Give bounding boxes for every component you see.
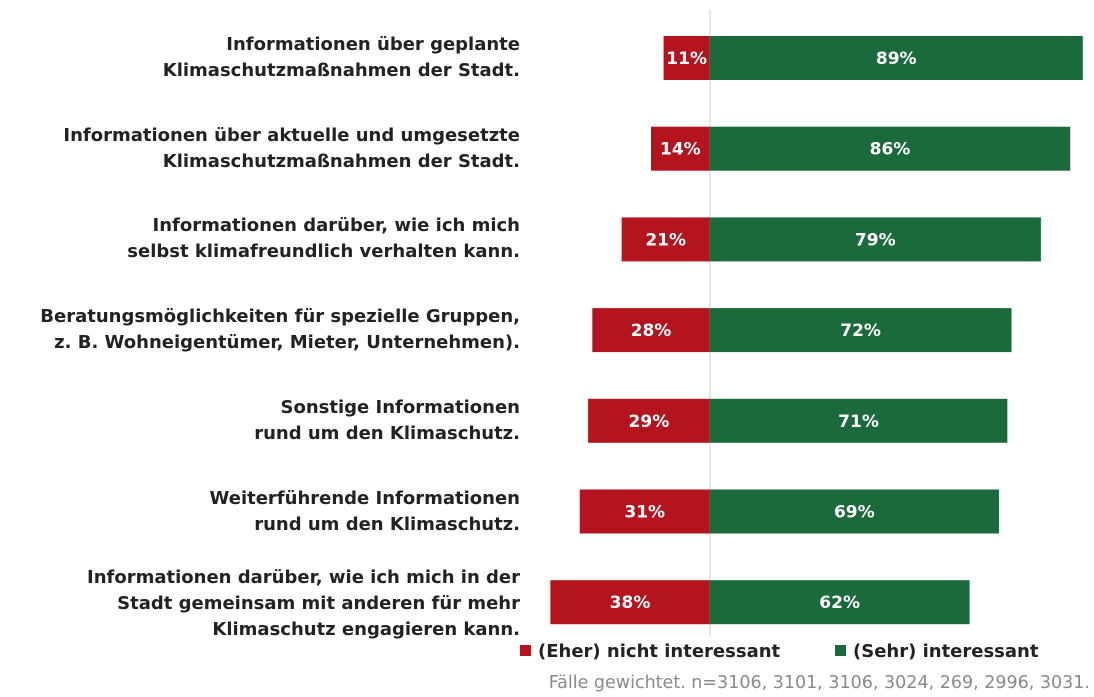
bar — [709, 217, 1041, 262]
legend-label: (Eher) nicht interessant — [538, 641, 781, 662]
value-label: 89% — [876, 49, 917, 69]
category-label: Weiterführende Informationen rund um den… — [209, 487, 520, 535]
category-label: Informationen über geplante Klimaschutzm… — [162, 34, 520, 81]
value-label: 31% — [624, 503, 665, 523]
bar — [579, 489, 710, 534]
category-label: Informationen über aktuelle und umgesetz… — [63, 124, 520, 172]
bar — [709, 126, 1071, 171]
value-label: 79% — [855, 230, 896, 250]
legend-swatch — [520, 645, 531, 656]
footnote: Fälle gewichtet. n=3106, 3101, 3106, 302… — [549, 673, 1090, 693]
value-label: 69% — [834, 503, 875, 523]
category-label: Beratungsmöglichkeiten für spezielle Gru… — [40, 306, 520, 354]
bar — [709, 398, 1008, 443]
legend-label: (Sehr) interessant — [853, 641, 1039, 662]
bar — [588, 398, 710, 443]
value-label: 21% — [645, 230, 686, 250]
value-label: 11% — [666, 49, 707, 69]
value-label: 38% — [610, 593, 651, 613]
value-label: 62% — [819, 593, 860, 613]
value-label: 29% — [629, 412, 670, 432]
value-label: 86% — [870, 140, 911, 160]
value-label: 28% — [631, 321, 672, 341]
bar — [550, 580, 710, 625]
bar — [709, 489, 999, 534]
category-label: Informationen darüber, wie ich mich selb… — [127, 215, 520, 263]
legend-swatch — [835, 645, 846, 656]
bar — [651, 126, 710, 171]
bar — [592, 308, 710, 353]
value-label: 71% — [838, 412, 879, 432]
bar — [709, 36, 1083, 80]
value-label: 72% — [840, 321, 881, 341]
category-label: Informationen darüber, wie ich mich in d… — [87, 567, 520, 641]
bar — [709, 308, 1012, 353]
category-label: Sonstige Informationen rund um den Klima… — [254, 396, 520, 444]
bar — [709, 580, 970, 625]
bar — [621, 217, 710, 262]
bar — [663, 36, 710, 80]
value-label: 14% — [660, 140, 701, 160]
